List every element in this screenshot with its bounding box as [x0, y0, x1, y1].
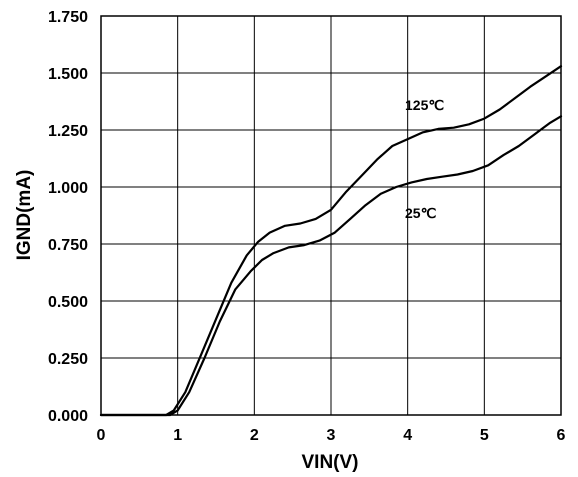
series-lines [99, 65, 563, 417]
x-tick-labels: 0 1 2 3 4 5 6 [97, 427, 566, 444]
y-tick-label: 0.250 [48, 351, 88, 368]
x-tick-label: 0 [97, 427, 106, 444]
y-tick-label: 1.250 [48, 123, 88, 140]
series-line-125c [99, 65, 563, 417]
x-tick-label: 2 [250, 427, 259, 444]
y-tick-labels: 0.000 0.250 0.500 0.750 1.000 1.250 1.500 1.750 [48, 9, 88, 425]
y-axis-label: IGND(mA) [14, 170, 35, 261]
series-line-25c [99, 115, 563, 417]
x-tick-label: 5 [480, 427, 489, 444]
x-tick-label: 3 [327, 427, 336, 444]
grid [100, 15, 562, 416]
plot-frame [100, 15, 562, 416]
x-tick-label: 4 [403, 427, 412, 444]
y-tick-label: 1.750 [48, 9, 88, 26]
x-tick-label: 6 [557, 427, 566, 444]
x-axis-label: VIN(V) [302, 452, 359, 473]
y-tick-label: 1.500 [48, 66, 88, 83]
x-tick-label: 1 [173, 427, 182, 444]
y-tick-label: 1.000 [48, 180, 88, 197]
series-label-125c: 125℃ [405, 97, 444, 113]
y-tick-label: 0.750 [48, 237, 88, 254]
series-label-25c: 25℃ [405, 205, 437, 221]
y-tick-label: 0.500 [48, 294, 88, 311]
y-tick-label: 0.000 [48, 408, 88, 425]
